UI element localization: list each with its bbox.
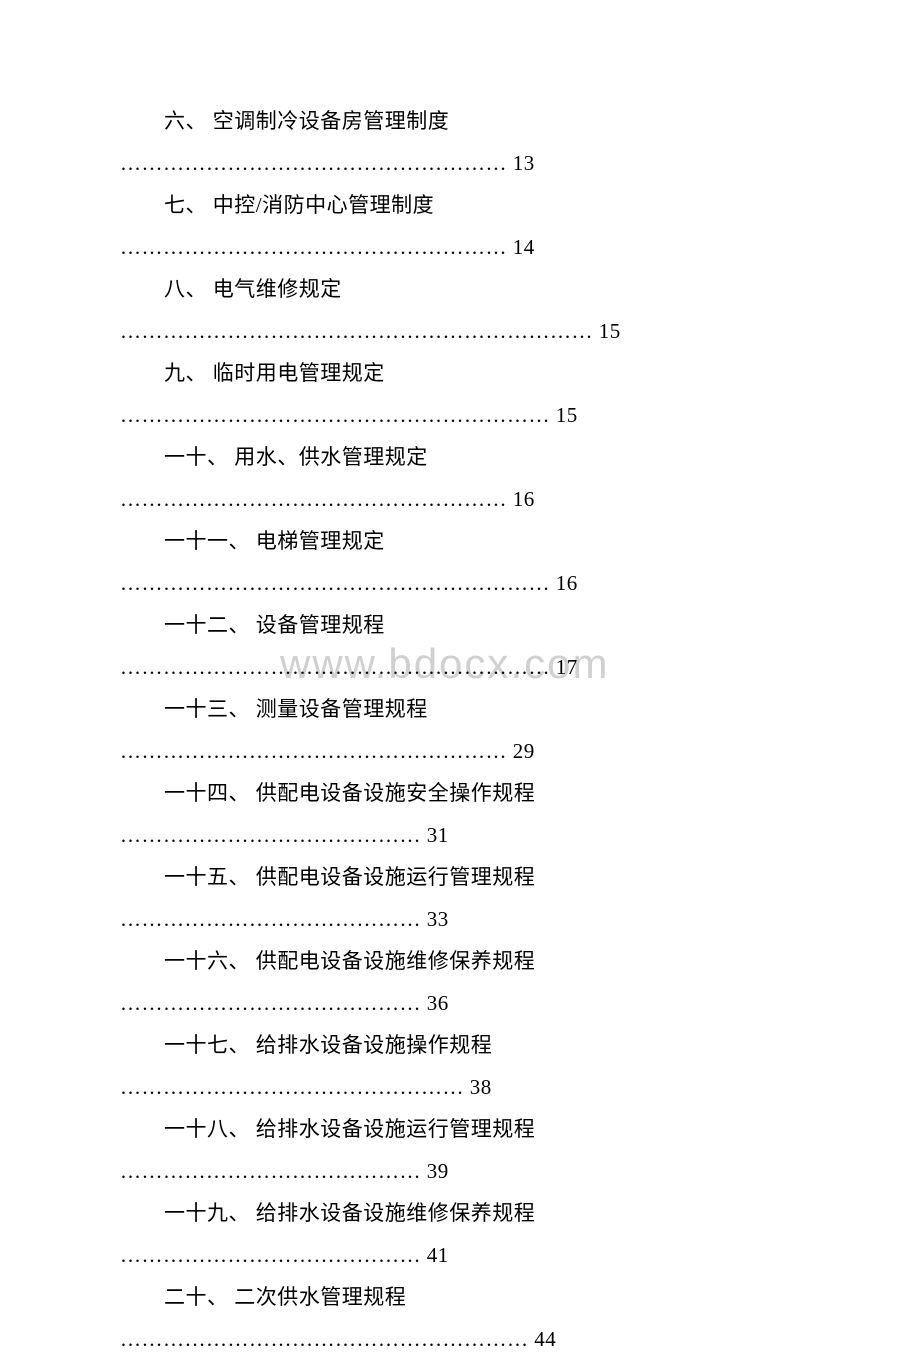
toc-leader: …………………………………… 31 (120, 814, 800, 856)
toc-leader: ……………………………………………… 14 (120, 226, 800, 268)
toc-leader: ……………………………………………… 16 (120, 478, 800, 520)
toc-title: 六、 空调制冷设备房管理制度 (120, 100, 800, 142)
toc-title: 一十一、 电梯管理规定 (120, 520, 800, 562)
toc-entry: 二十、 二次供水管理规程 ………………………………………………… 44 (120, 1276, 800, 1360)
toc-leader: …………………………………………………… 16 (120, 562, 800, 604)
toc-entry: 一十六、 供配电设备设施维修保养规程 …………………………………… 36 (120, 940, 800, 1024)
toc-entry: 八、 电气维修规定 ………………………………………………………… 15 (120, 268, 800, 352)
toc-entry: 一十三、 测量设备管理规程 ……………………………………………… 29 (120, 688, 800, 772)
toc-entry: 一十、 用水、供水管理规定 ……………………………………………… 16 (120, 436, 800, 520)
toc-title: 一十六、 供配电设备设施维修保养规程 (120, 940, 800, 982)
toc-entry: 一十七、 给排水设备设施操作规程 ………………………………………… 38 (120, 1024, 800, 1108)
toc-leader: …………………………………… 33 (120, 898, 800, 940)
toc-leader: ………………………………………………… 44 (120, 1318, 800, 1360)
toc-leader: ………………………………………… 38 (120, 1066, 800, 1108)
toc-leader: …………………………………… 36 (120, 982, 800, 1024)
toc-title: 一十、 用水、供水管理规定 (120, 436, 800, 478)
toc-entry: 一十九、 给排水设备设施维修保养规程 …………………………………… 41 (120, 1192, 800, 1276)
toc-leader: …………………………………… 39 (120, 1150, 800, 1192)
toc-title: 一十五、 供配电设备设施运行管理规程 (120, 856, 800, 898)
toc-entry: 一十四、 供配电设备设施安全操作规程 …………………………………… 31 (120, 772, 800, 856)
toc-title: 一十二、 设备管理规程 (120, 604, 800, 646)
toc-leader: …………………………………………………… 15 (120, 394, 800, 436)
toc-title: 一十八、 给排水设备设施运行管理规程 (120, 1108, 800, 1150)
toc-entry: 九、 临时用电管理规定 …………………………………………………… 15 (120, 352, 800, 436)
toc-leader: …………………………………………………… 17 (120, 646, 800, 688)
toc-title: 八、 电气维修规定 (120, 268, 800, 310)
toc-entry: 六、 空调制冷设备房管理制度 ……………………………………………… 13 (120, 100, 800, 184)
toc-leader: …………………………………… 41 (120, 1234, 800, 1276)
toc-container: 六、 空调制冷设备房管理制度 ……………………………………………… 13 七、 … (120, 100, 800, 1360)
toc-title: 一十四、 供配电设备设施安全操作规程 (120, 772, 800, 814)
toc-title: 二十、 二次供水管理规程 (120, 1276, 800, 1318)
toc-entry: 一十二、 设备管理规程 …………………………………………………… 17 (120, 604, 800, 688)
toc-title: 一十三、 测量设备管理规程 (120, 688, 800, 730)
toc-title: 一十七、 给排水设备设施操作规程 (120, 1024, 800, 1066)
toc-entry: 一十五、 供配电设备设施运行管理规程 …………………………………… 33 (120, 856, 800, 940)
toc-title: 一十九、 给排水设备设施维修保养规程 (120, 1192, 800, 1234)
toc-leader: ……………………………………………… 13 (120, 142, 800, 184)
toc-entry: 一十一、 电梯管理规定 …………………………………………………… 16 (120, 520, 800, 604)
toc-title: 九、 临时用电管理规定 (120, 352, 800, 394)
toc-entry: 七、 中控/消防中心管理制度 ……………………………………………… 14 (120, 184, 800, 268)
toc-title: 七、 中控/消防中心管理制度 (120, 184, 800, 226)
toc-leader: ………………………………………………………… 15 (120, 310, 800, 352)
toc-entry: 一十八、 给排水设备设施运行管理规程 …………………………………… 39 (120, 1108, 800, 1192)
toc-leader: ……………………………………………… 29 (120, 730, 800, 772)
